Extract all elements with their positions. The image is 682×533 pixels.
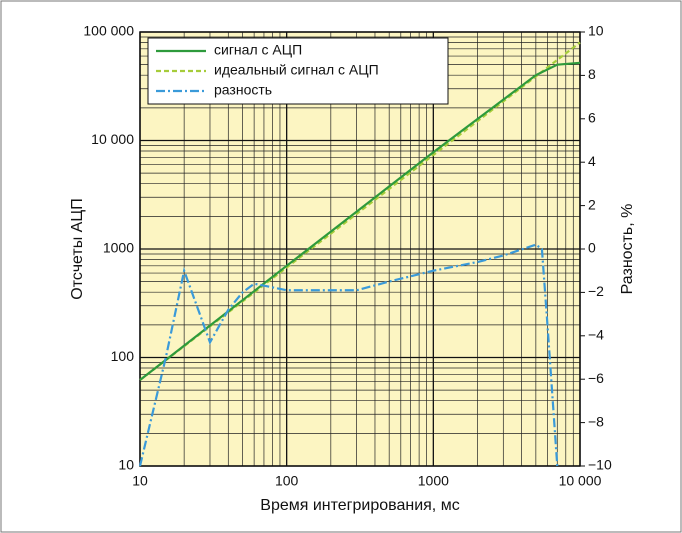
legend-label: идеальный сигнал с АЦП [214, 62, 379, 78]
y2-tick-label: −6 [588, 370, 604, 386]
y2-tick-label: 0 [588, 240, 596, 256]
x-axis-label: Время интегрирования, мс [260, 497, 459, 514]
legend-label: разность [214, 82, 272, 98]
legend-label: сигнал с АЦП [214, 42, 302, 58]
y-tick-label: 10 [118, 457, 134, 473]
y2-tick-label: −10 [588, 457, 612, 473]
y2-tick-label: 8 [588, 66, 596, 82]
y-tick-label: 100 [111, 348, 135, 364]
y2-tick-label: 10 [588, 23, 604, 39]
y-tick-label: 10 000 [91, 131, 134, 147]
y2-tick-label: −2 [588, 283, 604, 299]
y-axis-label: Отсчеты АЦП [69, 198, 86, 299]
y2-tick-label: 6 [588, 110, 596, 126]
x-tick-label: 100 [275, 473, 299, 489]
y2-tick-label: −4 [588, 327, 604, 343]
y-tick-label: 1000 [103, 240, 134, 256]
plot-border [139, 31, 581, 467]
y2-tick-label: 2 [588, 196, 596, 212]
x-tick-label: 1000 [418, 473, 449, 489]
x-tick-label: 10 [132, 473, 148, 489]
x-tick-label: 10 000 [559, 473, 602, 489]
y-tick-label: 100 000 [83, 23, 134, 39]
y2-tick-label: 4 [588, 153, 596, 169]
y2-tick-label: −8 [588, 413, 604, 429]
y2-axis-label: Разность, % [619, 204, 636, 295]
series-line [138, 243, 559, 467]
